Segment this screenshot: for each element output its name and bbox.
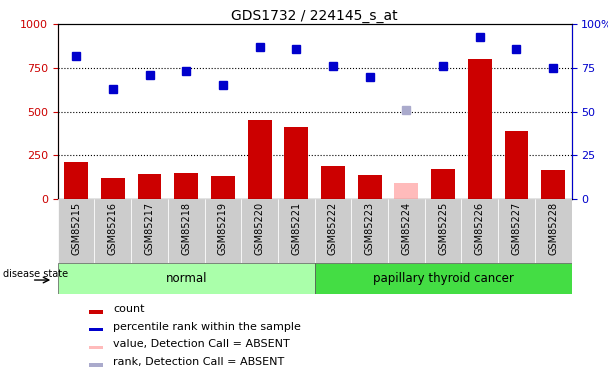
Bar bbox=[64, 162, 88, 199]
Bar bbox=[358, 175, 382, 199]
Text: GSM85223: GSM85223 bbox=[365, 202, 375, 255]
Bar bbox=[168, 199, 204, 262]
Bar bbox=[321, 166, 345, 199]
Text: rank, Detection Call = ABSENT: rank, Detection Call = ABSENT bbox=[113, 357, 285, 367]
Bar bbox=[388, 199, 425, 262]
Bar bbox=[535, 199, 572, 262]
Bar bbox=[505, 131, 528, 199]
Bar bbox=[89, 328, 103, 332]
Text: GSM85221: GSM85221 bbox=[291, 202, 302, 255]
Bar bbox=[137, 174, 162, 199]
Bar bbox=[461, 199, 498, 262]
Bar bbox=[247, 120, 272, 199]
Text: GSM85215: GSM85215 bbox=[71, 202, 81, 255]
Text: normal: normal bbox=[165, 272, 207, 285]
Bar bbox=[285, 127, 308, 199]
Text: GSM85217: GSM85217 bbox=[145, 202, 154, 255]
Bar bbox=[541, 170, 565, 199]
Bar bbox=[89, 363, 103, 367]
Text: GSM85226: GSM85226 bbox=[475, 202, 485, 255]
Bar bbox=[174, 174, 198, 199]
Text: disease state: disease state bbox=[3, 269, 68, 279]
Bar bbox=[351, 199, 388, 262]
Text: count: count bbox=[113, 304, 145, 314]
Bar bbox=[58, 199, 94, 262]
Bar bbox=[204, 199, 241, 262]
Text: GSM85225: GSM85225 bbox=[438, 202, 448, 255]
Bar bbox=[241, 199, 278, 262]
Bar bbox=[131, 199, 168, 262]
Bar bbox=[89, 346, 103, 349]
Text: GSM85218: GSM85218 bbox=[181, 202, 191, 255]
Text: GSM85219: GSM85219 bbox=[218, 202, 228, 255]
Text: GSM85227: GSM85227 bbox=[511, 202, 522, 255]
Text: papillary thyroid cancer: papillary thyroid cancer bbox=[373, 272, 514, 285]
Text: GSM85228: GSM85228 bbox=[548, 202, 558, 255]
Bar bbox=[395, 183, 418, 199]
Bar bbox=[278, 199, 315, 262]
Bar bbox=[315, 262, 572, 294]
Bar bbox=[101, 178, 125, 199]
Title: GDS1732 / 224145_s_at: GDS1732 / 224145_s_at bbox=[231, 9, 398, 23]
Bar bbox=[94, 199, 131, 262]
Bar bbox=[468, 59, 492, 199]
Bar bbox=[89, 310, 103, 314]
Text: percentile rank within the sample: percentile rank within the sample bbox=[113, 322, 301, 332]
Bar bbox=[498, 199, 535, 262]
Text: GSM85216: GSM85216 bbox=[108, 202, 118, 255]
Text: GSM85224: GSM85224 bbox=[401, 202, 412, 255]
Bar bbox=[315, 199, 351, 262]
Text: GSM85220: GSM85220 bbox=[255, 202, 264, 255]
Bar bbox=[211, 176, 235, 199]
Text: value, Detection Call = ABSENT: value, Detection Call = ABSENT bbox=[113, 339, 290, 350]
Text: GSM85222: GSM85222 bbox=[328, 202, 338, 255]
Bar bbox=[58, 262, 315, 294]
Bar bbox=[431, 169, 455, 199]
Bar bbox=[425, 199, 461, 262]
